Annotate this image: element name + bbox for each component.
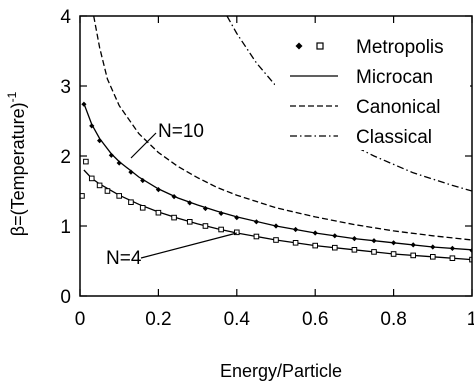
data-point-diamond xyxy=(410,242,416,248)
markers-layer xyxy=(80,101,472,263)
y-tick-label: 2 xyxy=(60,147,71,168)
data-point-diamond xyxy=(332,233,338,239)
data-point-square xyxy=(80,193,85,199)
data-point-square xyxy=(104,188,111,194)
data-point-diamond xyxy=(116,160,122,166)
data-point-square xyxy=(371,249,377,255)
data-point-square xyxy=(116,193,123,199)
data-point-square xyxy=(128,199,134,205)
data-point-square xyxy=(292,240,299,246)
series-line-classical xyxy=(226,16,472,192)
x-axis-title: Energy/Particle xyxy=(220,361,342,381)
legend-label: Microcan xyxy=(356,67,433,88)
data-point-diamond xyxy=(81,101,87,107)
y-axis-title-main: β=(Temperature) xyxy=(8,102,28,236)
data-point-diamond xyxy=(155,187,161,193)
data-point-square xyxy=(96,182,103,189)
series-line-canonical xyxy=(93,16,472,241)
legend-label: Metropolis xyxy=(356,37,444,58)
data-point-square xyxy=(351,247,358,253)
data-point-diamond xyxy=(351,236,357,242)
data-point-square xyxy=(410,252,416,259)
data-point-square xyxy=(430,254,436,260)
y-axis-title: β=(Temperature)-1 xyxy=(5,91,28,236)
data-point-diamond xyxy=(171,194,177,200)
y-tick-label: 0 xyxy=(60,287,71,308)
data-point-square xyxy=(171,214,177,221)
data-point-diamond xyxy=(371,238,377,244)
data-point-square xyxy=(155,209,162,216)
annotation-label: N=10 xyxy=(158,121,204,142)
data-point-diamond xyxy=(312,230,318,236)
annotations-layer: N=10 N=4 xyxy=(106,121,237,269)
data-point-square xyxy=(139,205,146,211)
data-point-square xyxy=(186,219,193,225)
y-tick-label: 1 xyxy=(60,217,71,238)
x-tick-label: 0.8 xyxy=(380,309,406,330)
data-point-square xyxy=(253,233,260,240)
legend-background xyxy=(275,30,470,150)
data-point-diamond xyxy=(89,123,95,129)
y-tick-label: 3 xyxy=(60,77,71,98)
data-point-square xyxy=(218,226,224,233)
x-tick-label: 0.2 xyxy=(145,309,171,330)
legend: Metropolis Microcan Canonical Classical xyxy=(275,30,470,150)
data-point-diamond xyxy=(430,244,436,250)
data-point-square xyxy=(83,158,89,165)
data-point-diamond xyxy=(449,245,455,251)
data-point-square xyxy=(312,242,318,249)
legend-diamond-marker xyxy=(295,42,303,50)
data-point-square xyxy=(449,255,456,261)
annotation-leader-line xyxy=(140,232,237,259)
y-axis-title-superscript: -1 xyxy=(5,91,19,102)
x-tick-label: 0.6 xyxy=(302,309,328,330)
data-point-diamond xyxy=(273,223,279,229)
x-tick-label: 1 xyxy=(467,309,474,330)
x-tick-label: 0.4 xyxy=(224,309,251,330)
data-point-diamond xyxy=(293,226,299,233)
legend-label: Classical xyxy=(356,127,432,148)
data-point-square xyxy=(234,229,240,236)
data-point-diamond xyxy=(391,240,397,246)
data-point-diamond xyxy=(140,177,146,184)
data-point-diamond xyxy=(234,215,240,221)
x-tick-label: 0 xyxy=(75,309,86,330)
data-point-diamond xyxy=(218,210,224,216)
data-point-diamond xyxy=(253,219,259,225)
data-point-square xyxy=(202,223,209,229)
data-point-diamond xyxy=(187,200,193,206)
ticks-layer: 0 0.2 0.4 0.6 0.8 1 0 1 2 3 4 xyxy=(60,7,474,330)
data-point-diamond xyxy=(108,152,114,158)
data-point-square xyxy=(332,244,338,251)
annotation-label: N=4 xyxy=(106,248,142,269)
data-point-square xyxy=(469,256,472,263)
series-line-microcan-n-10 xyxy=(83,103,472,251)
data-point-square xyxy=(390,251,397,257)
data-point-square xyxy=(273,237,279,243)
annotation-leader-line xyxy=(130,132,157,159)
legend-label: Canonical xyxy=(356,97,441,118)
data-point-diamond xyxy=(97,138,103,144)
legend-square-marker xyxy=(316,42,324,50)
data-point-square xyxy=(88,175,95,182)
data-point-diamond xyxy=(202,205,209,212)
data-point-diamond xyxy=(128,169,134,175)
y-tick-label: 4 xyxy=(60,7,71,28)
